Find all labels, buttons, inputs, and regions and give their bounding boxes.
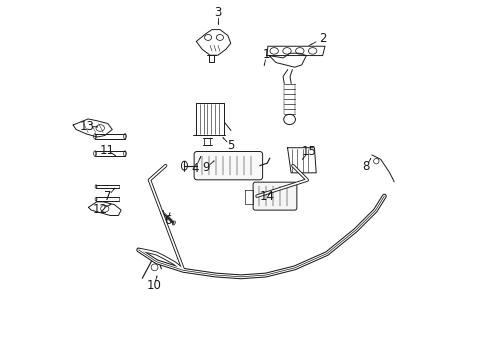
Text: 4: 4: [191, 162, 198, 175]
Text: 15: 15: [301, 145, 316, 158]
FancyBboxPatch shape: [253, 182, 296, 210]
Text: 6: 6: [163, 215, 171, 228]
Text: 1: 1: [263, 48, 270, 61]
Text: 13: 13: [80, 120, 95, 133]
Text: 10: 10: [146, 279, 161, 292]
Text: 14: 14: [259, 190, 274, 203]
Text: 8: 8: [362, 160, 369, 173]
Text: 3: 3: [214, 6, 222, 19]
Text: 12: 12: [93, 203, 108, 216]
Text: 7: 7: [103, 190, 111, 203]
Text: 11: 11: [100, 144, 115, 157]
Text: 5: 5: [227, 139, 234, 152]
FancyBboxPatch shape: [194, 152, 262, 180]
Text: 2: 2: [318, 32, 326, 45]
Text: 9: 9: [203, 161, 210, 174]
